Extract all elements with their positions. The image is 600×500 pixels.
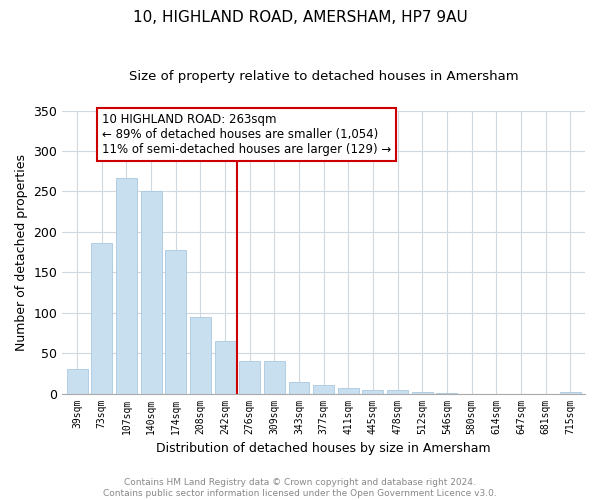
Bar: [436, 392, 457, 394]
Text: 10 HIGHLAND ROAD: 263sqm
← 89% of detached houses are smaller (1,054)
11% of sem: 10 HIGHLAND ROAD: 263sqm ← 89% of detach…: [102, 113, 391, 156]
Y-axis label: Number of detached properties: Number of detached properties: [15, 154, 28, 350]
Bar: [116, 178, 137, 394]
Bar: [289, 382, 310, 394]
Bar: [140, 190, 161, 394]
Bar: [91, 243, 112, 394]
Bar: [338, 388, 359, 394]
Bar: [412, 392, 433, 394]
Text: Contains HM Land Registry data © Crown copyright and database right 2024.
Contai: Contains HM Land Registry data © Crown c…: [103, 478, 497, 498]
Bar: [165, 250, 186, 394]
Bar: [362, 390, 383, 394]
Title: Size of property relative to detached houses in Amersham: Size of property relative to detached ho…: [129, 70, 518, 83]
Text: 10, HIGHLAND ROAD, AMERSHAM, HP7 9AU: 10, HIGHLAND ROAD, AMERSHAM, HP7 9AU: [133, 10, 467, 25]
Bar: [239, 361, 260, 394]
Bar: [67, 370, 88, 394]
Bar: [560, 392, 581, 394]
Bar: [387, 390, 408, 394]
Bar: [264, 361, 285, 394]
Bar: [215, 341, 236, 394]
X-axis label: Distribution of detached houses by size in Amersham: Distribution of detached houses by size …: [157, 442, 491, 455]
Bar: [313, 386, 334, 394]
Bar: [190, 316, 211, 394]
